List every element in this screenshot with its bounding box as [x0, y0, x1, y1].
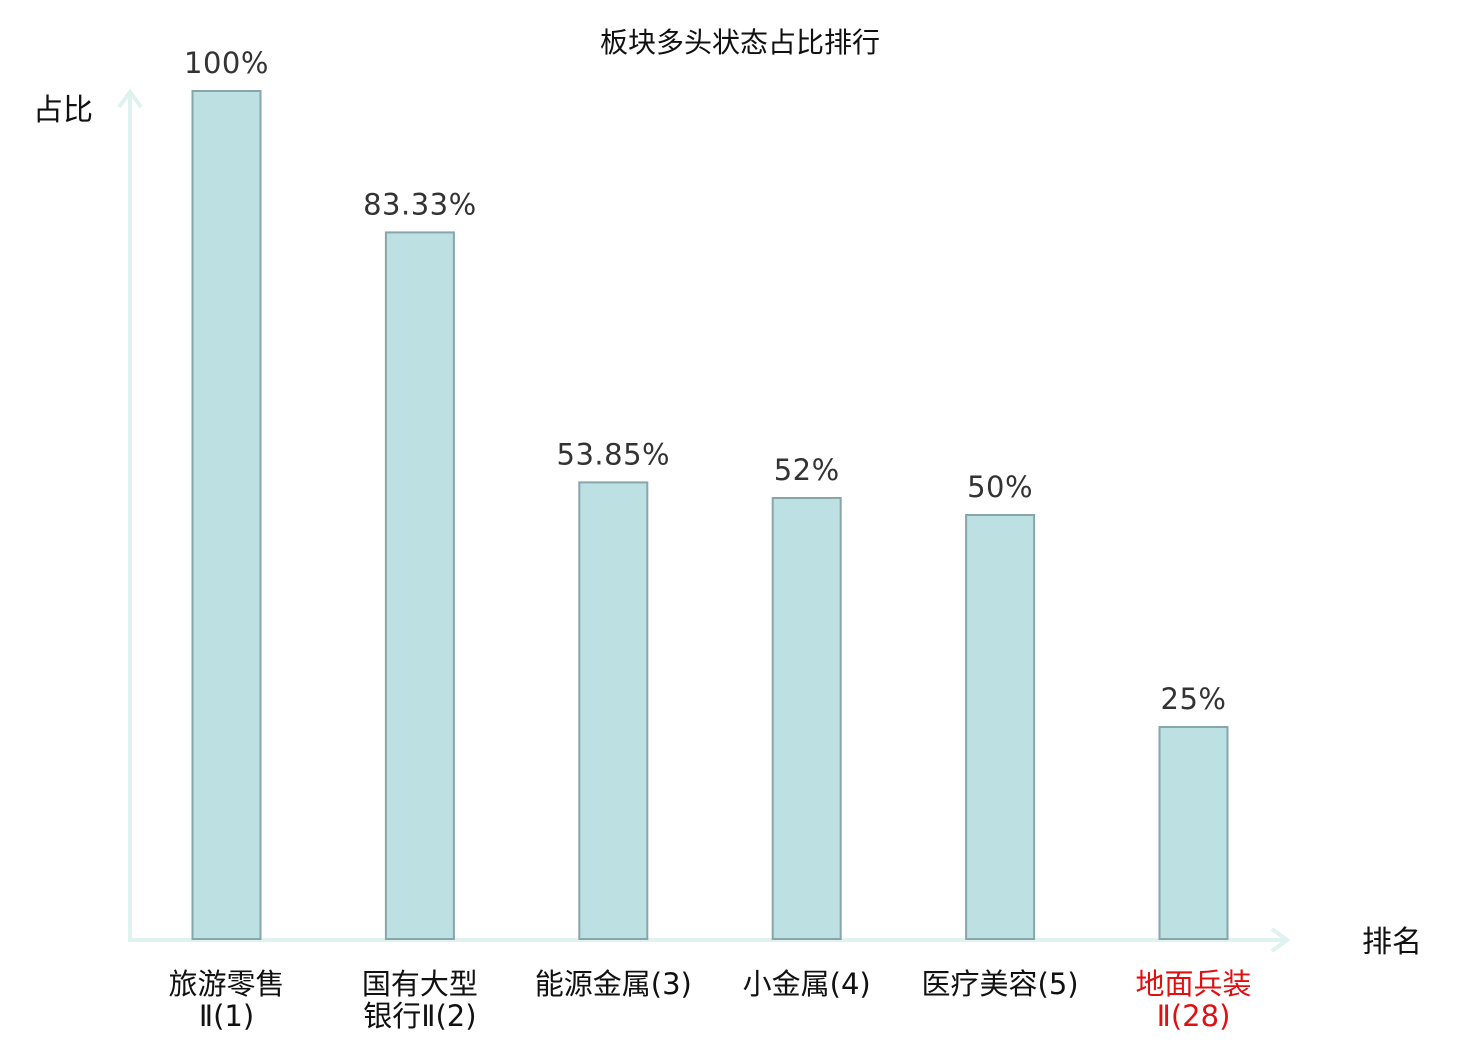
- category-label-6-line-1: 地面兵装: [1135, 967, 1251, 1001]
- y-axis-title: 占比: [33, 93, 93, 128]
- value-label-3: 53.85%: [557, 437, 671, 471]
- axes: [117, 88, 1291, 953]
- x-axis-title: 排名: [1362, 925, 1422, 960]
- bar-6: [1158, 726, 1229, 940]
- category-label-4-line-1: 小金属(4): [743, 967, 871, 1001]
- category-label-3-line-1: 能源金属(3): [535, 967, 692, 1001]
- bars-group: [191, 90, 1229, 940]
- value-label-1: 100%: [184, 46, 269, 80]
- category-label-2-line-1: 国有大型: [362, 967, 478, 1001]
- category-label-5-line-1: 医疗美容(5): [922, 967, 1079, 1001]
- value-labels-group: 100% 83.33% 53.85% 52% 50% 25%: [184, 46, 1226, 716]
- bar-2: [384, 231, 455, 940]
- category-label-2-line-2: 银行Ⅱ(2): [363, 999, 476, 1033]
- value-label-4: 52%: [774, 453, 840, 487]
- x-axis-arrow: [1270, 927, 1291, 953]
- bar-3: [578, 481, 649, 940]
- value-label-2: 83.33%: [363, 187, 477, 221]
- category-label-1-line-1: 旅游零售: [168, 967, 284, 1001]
- bar-1: [191, 90, 262, 940]
- value-label-6: 25%: [1161, 682, 1227, 716]
- y-axis-arrow: [117, 88, 143, 109]
- category-label-1-line-2: Ⅱ(1): [199, 999, 254, 1033]
- chart-title: 板块多头状态占比排行: [600, 26, 880, 59]
- bar-5: [965, 514, 1036, 940]
- value-label-5: 50%: [967, 470, 1033, 504]
- bar-4: [771, 497, 842, 940]
- category-label-6-line-2: Ⅱ(28): [1157, 999, 1231, 1033]
